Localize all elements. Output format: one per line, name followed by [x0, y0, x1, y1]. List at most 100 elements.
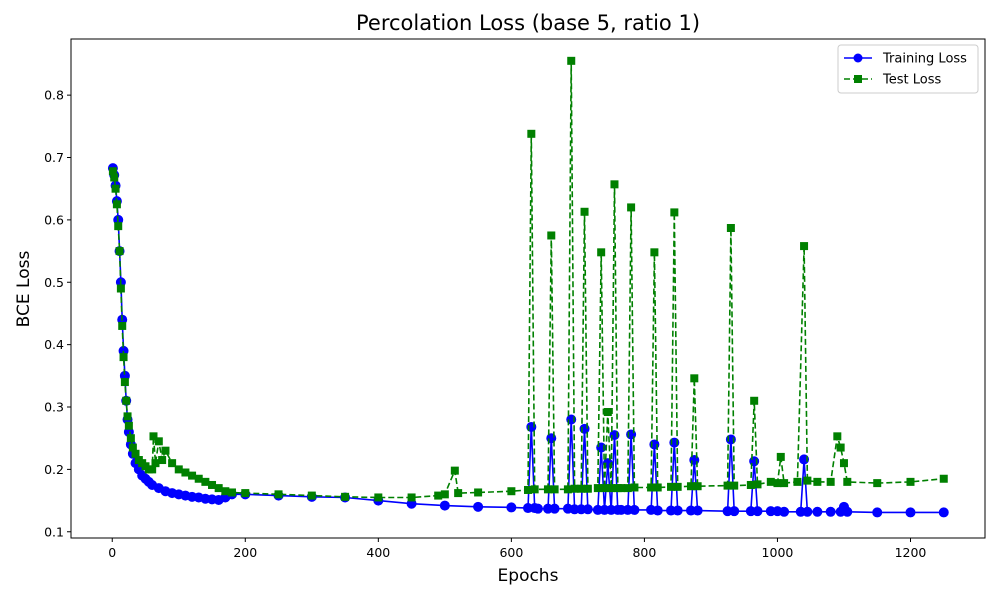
data-point: [826, 477, 835, 486]
x-tick-label: 1000: [762, 545, 794, 560]
data-point: [527, 129, 536, 138]
data-point: [872, 507, 883, 518]
data-point: [439, 500, 450, 511]
data-point: [570, 484, 579, 493]
data-point: [842, 506, 853, 517]
data-point: [627, 203, 636, 212]
data-point: [112, 200, 121, 209]
y-tick-label: 0.3: [44, 400, 64, 415]
data-point: [208, 480, 217, 489]
y-tick-label: 0.4: [44, 337, 64, 352]
data-point: [148, 465, 157, 474]
data-point: [839, 459, 848, 468]
series-line: [112, 59, 944, 499]
data-point: [833, 432, 842, 441]
x-tick-label: 0: [108, 545, 116, 560]
data-point: [151, 459, 160, 468]
data-point: [567, 56, 576, 65]
data-point: [597, 248, 606, 257]
x-tick-label: 1200: [895, 545, 927, 560]
data-point: [603, 408, 612, 417]
data-point: [122, 396, 131, 405]
data-point: [773, 479, 782, 488]
data-point: [939, 474, 948, 483]
x-axis-title: Epochs: [498, 566, 559, 586]
data-point: [730, 481, 739, 490]
x-tick-label: 200: [233, 545, 257, 560]
data-point: [549, 503, 560, 514]
data-point: [123, 412, 132, 421]
data-point: [647, 483, 656, 492]
data-point: [629, 504, 640, 515]
data-point: [873, 479, 882, 488]
y-tick-label: 0.8: [44, 88, 64, 103]
data-point: [836, 443, 845, 452]
chart-title: Percolation Loss (base 5, ratio 1): [356, 11, 700, 35]
legend: Training Loss Test Loss: [837, 44, 979, 94]
plot-area: [107, 56, 949, 518]
data-point: [407, 493, 416, 502]
x-tick-label: 400: [366, 545, 390, 560]
data-point: [673, 482, 682, 491]
data-point: [131, 449, 140, 458]
legend-box: [837, 44, 979, 94]
data-point: [672, 505, 683, 516]
data-point: [214, 484, 223, 493]
data-point: [128, 443, 137, 452]
data-point: [154, 437, 163, 446]
data-point: [307, 491, 316, 500]
data-point: [726, 223, 735, 232]
data-point: [116, 284, 125, 293]
data-point: [617, 484, 626, 493]
data-point: [780, 479, 789, 488]
data-point: [374, 493, 383, 502]
data-point: [825, 506, 836, 517]
legend-entry: Training Loss: [844, 52, 967, 67]
data-point: [580, 207, 589, 216]
data-point: [532, 503, 543, 514]
x-tick-label: 800: [632, 545, 656, 560]
data-point: [450, 466, 459, 475]
data-point: [686, 482, 695, 491]
data-point: [779, 506, 790, 517]
data-point: [110, 173, 119, 182]
data-point: [803, 476, 812, 485]
data-point: [802, 506, 813, 517]
data-point: [440, 490, 449, 499]
data-point: [750, 396, 759, 405]
data-point: [108, 167, 117, 176]
data-point: [607, 484, 616, 493]
data-point: [115, 247, 124, 256]
data-point: [547, 231, 556, 240]
data-point: [593, 484, 602, 493]
data-point: [507, 487, 516, 496]
data-point: [667, 482, 676, 491]
data-point: [693, 482, 702, 491]
data-point: [652, 505, 663, 516]
data-point: [124, 421, 133, 430]
data-point: [583, 484, 592, 493]
legend-entry: Test Loss: [844, 73, 941, 88]
series-test-loss: [108, 56, 948, 502]
data-point: [723, 481, 732, 490]
data-point: [813, 477, 822, 486]
data-point: [474, 488, 483, 497]
data-point: [938, 507, 949, 518]
data-point: [530, 485, 539, 494]
data-point: [227, 488, 236, 497]
data-point: [690, 374, 699, 383]
data-point: [221, 487, 230, 496]
data-point: [126, 434, 135, 443]
y-tick-label: 0.2: [44, 462, 64, 477]
data-point: [201, 477, 210, 486]
data-point: [194, 474, 203, 483]
data-point: [181, 468, 190, 477]
data-point: [114, 222, 123, 231]
data-point: [610, 180, 619, 189]
data-point: [506, 502, 517, 513]
data-point: [746, 480, 755, 489]
data-point: [524, 485, 532, 494]
data-point: [582, 504, 593, 515]
